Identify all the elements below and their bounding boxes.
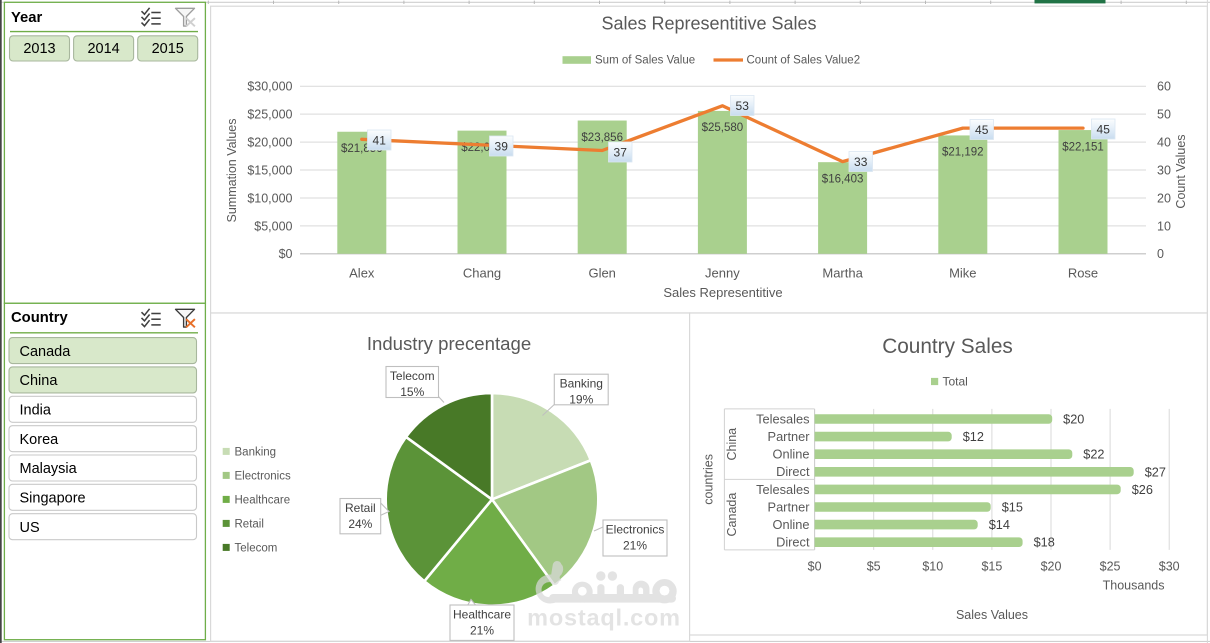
svg-text:Banking: Banking (560, 377, 603, 391)
svg-text:$20: $20 (1063, 413, 1084, 427)
svg-text:$25: $25 (1100, 559, 1121, 573)
svg-text:Sales Representitive: Sales Representitive (663, 285, 782, 300)
svg-text:33: 33 (854, 155, 868, 169)
svg-text:Online: Online (773, 447, 810, 462)
svg-text:Banking: Banking (235, 447, 277, 459)
svg-text:Glen: Glen (588, 266, 615, 281)
svg-text:Year: Year (11, 10, 43, 26)
svg-text:0: 0 (1157, 247, 1164, 261)
svg-text:$22: $22 (1083, 448, 1104, 462)
svg-text:$5: $5 (867, 559, 881, 573)
svg-text:$12: $12 (963, 430, 984, 444)
svg-text:$25,000: $25,000 (247, 108, 292, 122)
svg-text:37: 37 (614, 145, 628, 159)
svg-text:50: 50 (1157, 108, 1171, 122)
svg-text:39: 39 (495, 139, 509, 153)
svg-text:19%: 19% (569, 393, 593, 407)
svg-text:$5,000: $5,000 (254, 219, 292, 233)
svg-text:$20,000: $20,000 (247, 135, 292, 149)
svg-text:Electronics: Electronics (606, 523, 665, 537)
svg-text:$30: $30 (1159, 559, 1180, 573)
svg-text:Count Values: Count Values (1174, 134, 1188, 208)
svg-text:Healthcare: Healthcare (453, 608, 511, 622)
svg-text:Total: Total (943, 374, 968, 388)
svg-text:Direct: Direct (776, 535, 810, 550)
svg-text:Country: Country (11, 310, 68, 326)
svg-text:2013: 2013 (23, 41, 55, 57)
svg-text:Direct: Direct (776, 464, 810, 479)
svg-text:Retail: Retail (345, 501, 376, 515)
svg-text:Chang: Chang (463, 266, 501, 281)
svg-text:Singapore: Singapore (20, 491, 86, 507)
svg-text:Telesales: Telesales (756, 411, 809, 426)
svg-text:$0: $0 (279, 247, 293, 261)
svg-text:Canada: Canada (725, 493, 739, 537)
svg-text:Sales Values: Sales Values (956, 608, 1028, 622)
svg-text:China: China (725, 428, 739, 461)
svg-text:Partner: Partner (768, 499, 811, 514)
svg-text:Mike: Mike (949, 266, 976, 281)
svg-text:Industry precentage: Industry precentage (367, 333, 531, 354)
svg-text:Partner: Partner (768, 429, 811, 444)
svg-text:2015: 2015 (152, 41, 184, 57)
svg-text:21%: 21% (470, 624, 494, 638)
svg-text:$21,192: $21,192 (942, 147, 984, 159)
svg-text:$18: $18 (1034, 536, 1055, 550)
svg-text:$10,000: $10,000 (247, 191, 292, 205)
svg-text:mostaql.com: mostaql.com (527, 605, 681, 631)
svg-text:$23,856: $23,856 (581, 132, 623, 144)
svg-text:$10: $10 (922, 559, 943, 573)
svg-text:41: 41 (373, 133, 387, 147)
svg-text:$30,000: $30,000 (247, 80, 292, 94)
svg-text:Alex: Alex (349, 266, 375, 281)
svg-text:Martha: Martha (822, 266, 863, 281)
svg-text:Telesales: Telesales (756, 482, 809, 497)
svg-text:2014: 2014 (87, 41, 119, 57)
svg-text:$27: $27 (1145, 465, 1166, 479)
svg-text:53: 53 (736, 99, 750, 113)
svg-text:Thousands: Thousands (1103, 579, 1165, 593)
svg-text:$22,151: $22,151 (1062, 141, 1104, 153)
svg-text:US: US (20, 520, 40, 536)
svg-text:Sum of Sales Value: Sum of Sales Value (595, 55, 695, 67)
svg-text:40: 40 (1157, 135, 1171, 149)
svg-text:$16,403: $16,403 (822, 173, 864, 185)
svg-text:$26: $26 (1132, 483, 1153, 497)
svg-text:Retail: Retail (235, 519, 264, 531)
svg-text:$14: $14 (989, 518, 1010, 532)
svg-text:Count of Sales Value2: Count of Sales Value2 (747, 55, 861, 67)
svg-text:Jenny: Jenny (705, 266, 740, 281)
svg-text:Summation Values: Summation Values (225, 119, 239, 223)
svg-text:Telecom: Telecom (235, 543, 278, 555)
svg-text:$15: $15 (981, 559, 1002, 573)
svg-text:Korea: Korea (20, 432, 60, 448)
svg-text:30: 30 (1157, 163, 1171, 177)
svg-text:$15,000: $15,000 (247, 163, 292, 177)
svg-text:Electronics: Electronics (235, 471, 291, 483)
svg-text:Country Sales: Country Sales (882, 335, 1013, 358)
svg-text:45: 45 (1097, 122, 1111, 136)
svg-text:10: 10 (1157, 219, 1171, 233)
svg-text:India: India (20, 403, 52, 419)
svg-text:60: 60 (1157, 80, 1171, 94)
svg-text:Online: Online (773, 517, 810, 532)
svg-text:24%: 24% (348, 517, 372, 531)
svg-text:Canada: Canada (20, 344, 72, 360)
svg-text:Sales Representitive Sales: Sales Representitive Sales (601, 14, 816, 34)
svg-text:20: 20 (1157, 191, 1171, 205)
svg-text:$25,580: $25,580 (702, 122, 744, 134)
svg-text:Telecom: Telecom (390, 369, 435, 383)
svg-text:Rose: Rose (1068, 266, 1098, 281)
svg-text:45: 45 (975, 123, 989, 137)
svg-text:Malaysia: Malaysia (20, 461, 78, 477)
svg-text:countries: countries (702, 454, 716, 505)
svg-text:21%: 21% (623, 539, 647, 553)
svg-text:15%: 15% (400, 385, 424, 399)
svg-text:Healthcare: Healthcare (235, 495, 291, 507)
svg-text:$20: $20 (1041, 559, 1062, 573)
svg-text:$15: $15 (1002, 501, 1023, 515)
svg-text:China: China (20, 373, 59, 389)
svg-text:$0: $0 (808, 559, 822, 573)
